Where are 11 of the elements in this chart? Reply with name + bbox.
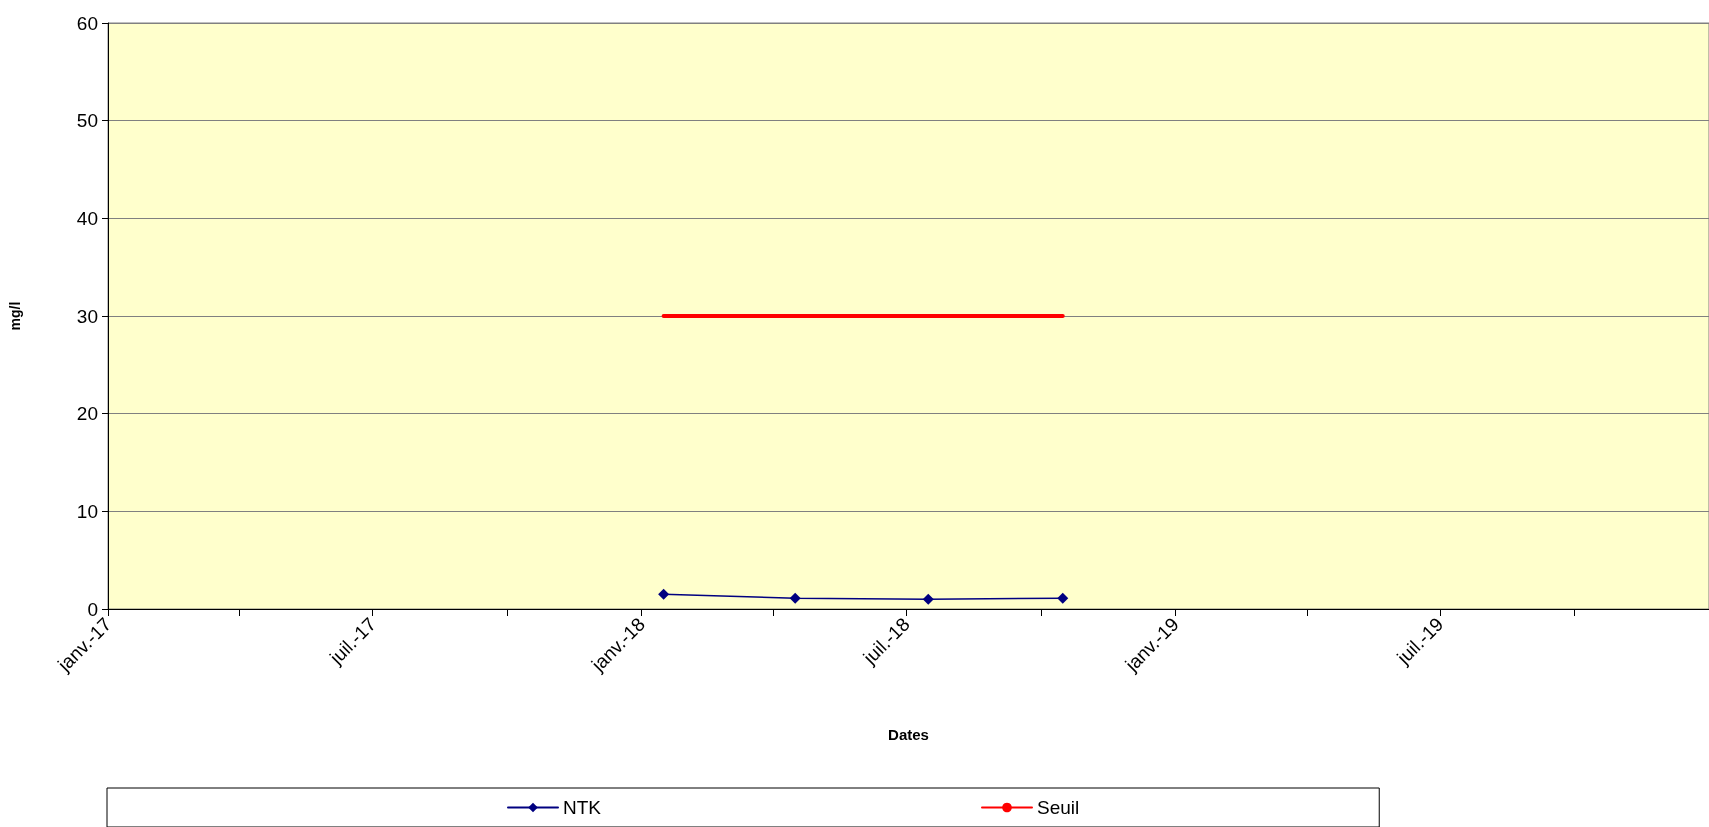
y-tick-label: 60	[76, 12, 98, 34]
legend-label: Seuil	[1037, 797, 1080, 818]
y-tick-label: 20	[76, 403, 98, 425]
x-axis-title: Dates	[888, 726, 929, 743]
y-tick-label: 50	[76, 110, 98, 132]
y-tick-label: 30	[76, 305, 98, 327]
y-tick-label: 10	[76, 500, 98, 522]
y-tick-label: 0	[87, 598, 98, 620]
legend-label: NTK	[563, 797, 602, 818]
y-axis-title: mg/l	[7, 301, 23, 331]
y-tick-label: 40	[76, 207, 98, 229]
